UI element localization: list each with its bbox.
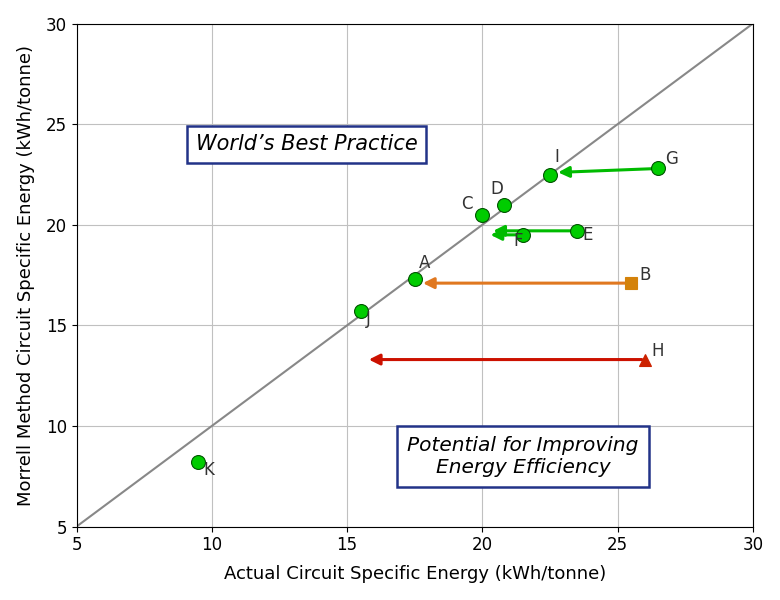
Text: World’s Best Practice: World’s Best Practice [196,134,417,154]
Text: Potential for Improving
Energy Efficiency: Potential for Improving Energy Efficienc… [407,436,639,476]
Text: J: J [366,310,371,328]
Text: B: B [639,266,651,284]
Text: C: C [461,195,472,213]
Text: H: H [651,341,664,359]
X-axis label: Actual Circuit Specific Energy (kWh/tonne): Actual Circuit Specific Energy (kWh/tonn… [224,565,606,583]
Text: E: E [583,226,593,244]
Y-axis label: Morrell Method Circuit Specific Energy (kWh/tonne): Morrell Method Circuit Specific Energy (… [16,44,34,506]
Text: G: G [665,151,678,169]
Text: A: A [419,254,430,272]
Text: F: F [513,232,523,250]
Text: K: K [204,461,215,479]
Text: D: D [491,179,503,197]
Text: I: I [554,148,558,166]
